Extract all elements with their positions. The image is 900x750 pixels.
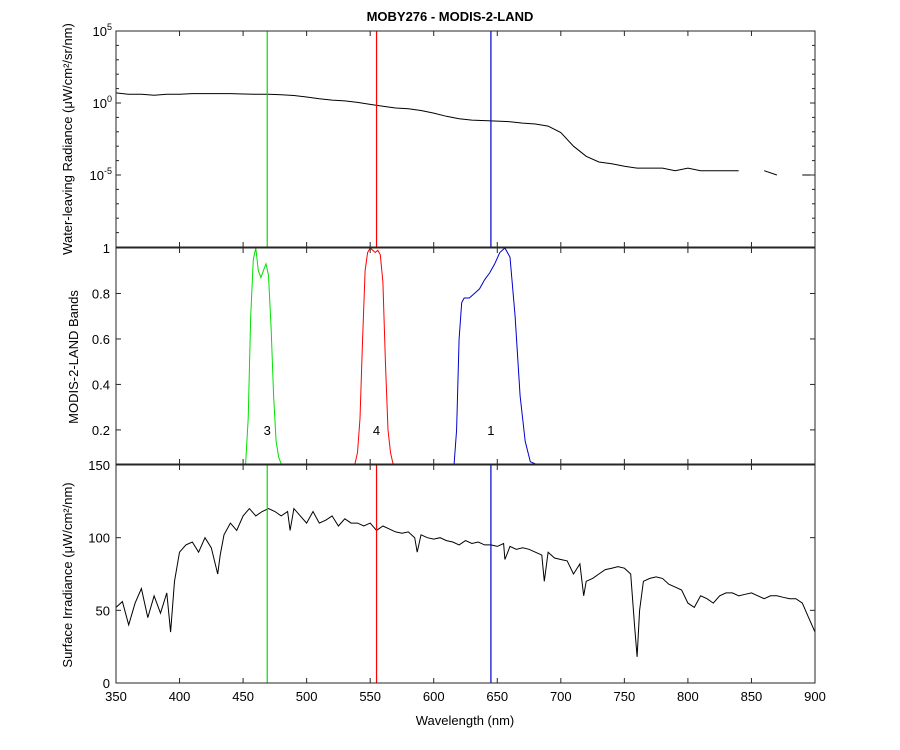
xtick-label: 350 — [105, 689, 127, 704]
top-ytick-label: 10-5 — [90, 166, 112, 183]
top-ytick-label: 100 — [93, 94, 112, 111]
band-number-label: 3 — [264, 423, 271, 438]
bottom-ylabel: Surface Irradiance (μW/cm²/nm) — [60, 482, 75, 667]
band-response-curve — [245, 247, 282, 465]
xtick-label: 500 — [296, 689, 318, 704]
xtick-label: 400 — [169, 689, 191, 704]
x-axis-label: Wavelength (nm) — [416, 713, 515, 728]
band-response-curve — [453, 247, 536, 465]
irradiance-series-line — [115, 507, 816, 657]
top-panel: 105 100 10-5 — [90, 22, 816, 248]
xtick-label: 900 — [804, 689, 826, 704]
middle-panel-frame — [115, 247, 816, 465]
xtick-label: 800 — [677, 689, 699, 704]
middle-ylabel: MODIS-2-LAND Bands — [66, 290, 81, 424]
xtick-label: 450 — [232, 689, 254, 704]
xtick-label: 850 — [741, 689, 763, 704]
middle-ytick-label: 0.2 — [92, 423, 110, 438]
xtick-label: 750 — [614, 689, 636, 704]
bottom-panel: 0 50 100 150 350 400 450 500 550 600 650 700 750 800 8… — [88, 31, 826, 704]
bottom-panel-frame — [115, 464, 816, 684]
band-number-label: 1 — [487, 423, 494, 438]
xtick-label: 550 — [359, 689, 381, 704]
top-ytick-label: 105 — [93, 22, 112, 39]
chart-title: MOBY276 - MODIS-2-LAND — [367, 9, 534, 24]
radiance-series-line — [115, 92, 815, 176]
bottom-ytick-label: 0 — [103, 676, 110, 691]
band-number-label: 4 — [373, 423, 380, 438]
top-ylabel: Water-leaving Radiance (μW/cm²/sr/nm) — [60, 23, 75, 255]
xtick-label: 650 — [486, 689, 508, 704]
xtick-label: 600 — [423, 689, 445, 704]
xtick-label: 700 — [550, 689, 572, 704]
top-panel-frame — [115, 30, 816, 248]
band-response-curve — [354, 247, 394, 465]
middle-ytick-label: 0.4 — [92, 377, 110, 392]
middle-ytick-label: 0.6 — [92, 332, 110, 347]
bottom-ytick-label: 100 — [88, 531, 110, 546]
middle-panel: 3 4 1 0.2 0.4 0.6 0.8 1 — [92, 241, 816, 465]
bottom-ytick-label: 50 — [96, 603, 110, 618]
bottom-ytick-label: 150 — [88, 458, 110, 473]
middle-ytick-label: 1 — [103, 241, 110, 256]
middle-ytick-label: 0.8 — [92, 286, 110, 301]
